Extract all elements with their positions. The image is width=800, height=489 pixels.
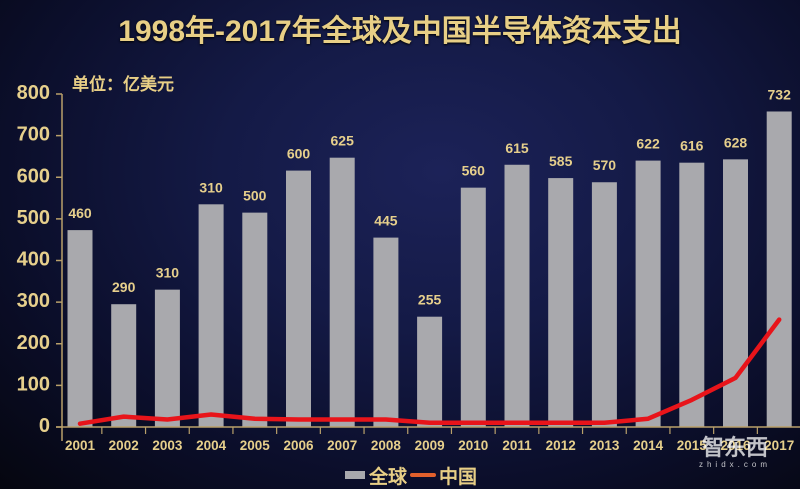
bar-value-label: 616 (680, 138, 704, 154)
bar-2016 (723, 159, 748, 427)
line-series-china (77, 317, 782, 426)
x-tick-label: 2001 (65, 438, 96, 453)
x-tick-label: 2008 (371, 438, 402, 453)
bar-value-label: 732 (768, 86, 792, 102)
bar-2011 (504, 164, 530, 427)
watermark-text: 智东西 (701, 435, 768, 460)
unit-label: 单位：亿美元 (72, 75, 174, 94)
bar-value-label: 290 (112, 279, 136, 295)
x-tick-label: 2011 (502, 438, 532, 453)
bar-2008 (373, 237, 399, 427)
bar-value-label: 310 (199, 179, 223, 195)
bar-2001 (67, 230, 93, 427)
bar-2005 (242, 212, 268, 427)
y-tick-label: 300 (17, 290, 50, 312)
bar-2009 (417, 316, 443, 427)
x-tick-label: 2013 (589, 438, 620, 453)
x-tick-label: 2009 (415, 438, 445, 453)
x-tick-label: 2012 (546, 438, 576, 453)
x-tick-label: 2005 (240, 438, 271, 453)
bar-value-label: 628 (724, 134, 748, 150)
bar-2015 (679, 162, 705, 427)
bar-2002 (111, 304, 137, 427)
y-tick-label: 800 (17, 82, 50, 104)
bar-value-label: 560 (462, 163, 486, 179)
y-tick-label: 0 (39, 415, 50, 437)
bar-2013 (591, 182, 617, 427)
x-tick-label: 2003 (152, 438, 183, 453)
legend-global-label: 全球 (369, 466, 408, 488)
watermark-logo: 智东西 zhidx.com (690, 430, 780, 469)
x-tick-label: 2014 (633, 438, 664, 453)
bar-value-label: 585 (549, 153, 573, 169)
bar-2010 (460, 187, 486, 427)
legend-line-swatch (410, 473, 437, 477)
x-tick-label: 2006 (283, 438, 314, 453)
x-tick-label: 2016 (720, 438, 751, 453)
bar-value-label: 622 (636, 136, 660, 152)
bar-value-labels: 460 290 310 310 500 600 625 445 255 560 615 585 570 6… (68, 86, 791, 307)
y-tick-label: 400 (17, 249, 50, 271)
bar-value-label: 600 (287, 146, 311, 162)
bar-2007 (329, 157, 355, 427)
bar-value-label: 255 (418, 292, 442, 308)
bar-value-label: 615 (505, 140, 529, 156)
bar-value-label: 570 (593, 157, 617, 173)
bar-2006 (286, 170, 311, 427)
x-tick-label: 2015 (677, 438, 708, 453)
x-axis: 2001 2002 2003 2004 2005 2006 2007 2008 2009 2010… (56, 426, 800, 453)
x-tick-label: 2010 (458, 438, 488, 453)
x-tick-label: 2004 (196, 438, 227, 453)
y-tick-label: 700 (17, 124, 50, 146)
y-tick-label: 500 (17, 207, 50, 229)
bar-value-label: 460 (68, 205, 92, 221)
bar-2017 (766, 111, 792, 428)
chart-title: 1998年-2017年全球及中国半导体资本支出 (118, 15, 682, 48)
legend-bar-swatch (345, 471, 365, 479)
x-tick-label: 2002 (109, 438, 139, 453)
bar-2012 (548, 178, 574, 427)
watermark-subtext: zhidx.com (698, 460, 771, 469)
y-tick-label: 100 (17, 373, 50, 395)
x-tick-label: 2007 (327, 438, 357, 453)
bar-value-label: 625 (331, 133, 355, 149)
y-axis: 0 100 200 300 400 500 600 700 800 (17, 82, 63, 441)
legend: 全球 中国 (345, 462, 477, 488)
bar-value-label: 310 (156, 265, 180, 281)
bar-2004 (198, 204, 224, 427)
bar-value-label: 445 (374, 213, 398, 229)
x-tick-label: 2017 (764, 438, 794, 453)
bar-2014 (635, 160, 661, 427)
bar-2003 (154, 289, 180, 427)
legend-china-label: 中国 (439, 466, 478, 488)
y-tick-label: 200 (17, 332, 50, 354)
bar-series-global (67, 111, 792, 428)
bar-value-label: 500 (243, 188, 267, 204)
y-tick-label: 600 (17, 165, 50, 187)
